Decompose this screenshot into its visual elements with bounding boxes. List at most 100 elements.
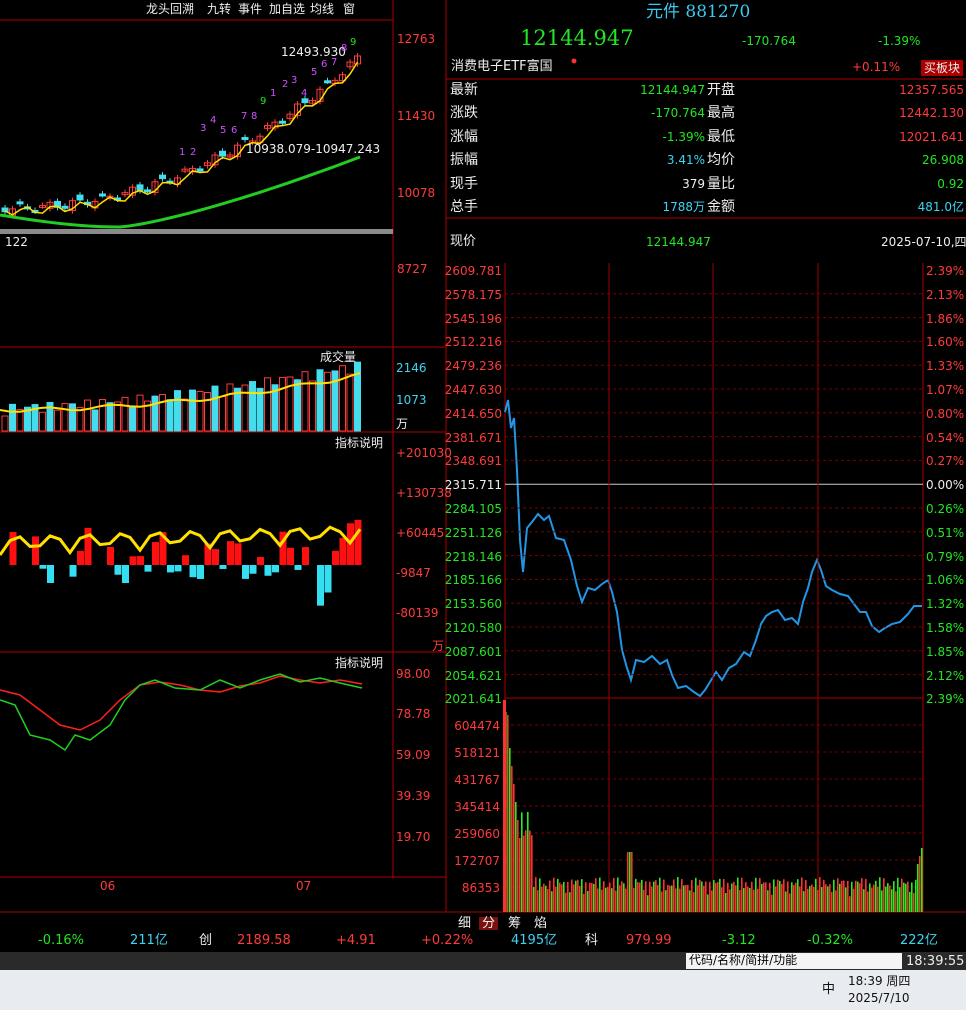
- nine-turn-count: 7: [331, 57, 338, 68]
- toolbar-button[interactable]: 窗: [343, 2, 356, 16]
- candle: [324, 80, 331, 84]
- stat-label: 量比: [707, 176, 735, 192]
- intraday-volume-bar: [775, 886, 777, 912]
- intraday-volume-bar: [593, 883, 595, 912]
- ticker-item: 创: [199, 933, 213, 948]
- intraday-volume-bar: [531, 835, 533, 912]
- panel-title[interactable]: 指标说明: [335, 436, 384, 450]
- volume-bar: [69, 403, 76, 432]
- toolbar-button[interactable]: 加自选: [269, 2, 306, 16]
- intraday-volume-bar: [717, 881, 719, 912]
- ticker-item: 4195亿: [511, 933, 558, 948]
- stat-label: 开盘: [707, 82, 735, 98]
- indicator-bar: [77, 550, 84, 565]
- intraday-pct-label: 0.51%: [926, 525, 965, 540]
- buy-sector-button[interactable]: 买板块: [921, 60, 964, 76]
- intraday-volume-bar: [723, 878, 725, 912]
- tab[interactable]: 筹: [508, 916, 522, 931]
- volume-axis-label: 1073: [396, 393, 427, 407]
- search-box[interactable]: 代码/名称/简拼/功能: [686, 953, 902, 969]
- intraday-volume-bar: [745, 882, 747, 912]
- intraday-volume-bar: [721, 887, 723, 912]
- indicator-bar: [234, 543, 242, 565]
- stat-label: 均价: [707, 152, 735, 168]
- indicator-bar: [272, 565, 279, 573]
- indicator-bar: [332, 550, 339, 565]
- intraday-price-label: 2185.166: [444, 573, 502, 588]
- intraday-volume-bar: [529, 830, 531, 912]
- intraday-volume-bar: [797, 879, 799, 912]
- intraday-volume-bar: [885, 886, 887, 912]
- intraday-volume-bar: [509, 748, 511, 912]
- volume-bar: [204, 392, 211, 432]
- stat-label: 涨跌: [450, 105, 478, 121]
- intraday-volume-bar: [683, 885, 685, 912]
- tab[interactable]: 细: [458, 916, 472, 931]
- volume-bar: [189, 389, 196, 432]
- ticker-item: -0.32%: [807, 933, 853, 948]
- intraday-volume-bar: [549, 880, 551, 912]
- intraday-volume-bar: [647, 895, 649, 912]
- panel-title[interactable]: 指标说明: [335, 656, 384, 670]
- intraday-volume-bar: [907, 881, 909, 912]
- indicator-bar: [339, 537, 347, 565]
- intraday-volume-bar: [545, 885, 547, 912]
- intraday-volume-bar: [849, 896, 851, 912]
- toolbar-button[interactable]: 龙头回溯: [146, 2, 195, 16]
- intraday-volume-bar: [673, 879, 675, 912]
- intraday-volume-bar: [541, 886, 543, 912]
- intraday-volume-bar: [901, 878, 903, 912]
- intraday-price-label: 2120.580: [444, 621, 502, 635]
- intraday-volume-bar: [525, 830, 527, 912]
- intraday-volume-bar: [811, 884, 813, 912]
- intraday-volume-bar: [513, 784, 515, 912]
- stat-label: 最低: [707, 129, 735, 145]
- intraday-volume-bar: [701, 881, 703, 912]
- stat-value: 12357.565: [899, 83, 964, 97]
- intraday-volume-bar: [823, 879, 825, 912]
- volume-ma: [0, 372, 361, 413]
- stat-value: 12021.641: [899, 130, 964, 144]
- intraday-volume-bar: [859, 883, 861, 912]
- toolbar-button[interactable]: 事件: [238, 2, 263, 16]
- nine-turn-count: 1: [179, 147, 186, 158]
- toolbar-button[interactable]: 均线: [310, 2, 335, 16]
- ime-indicator[interactable]: 中: [822, 982, 836, 997]
- intraday-volume-bar: [827, 886, 829, 912]
- intraday-volume-bar: [821, 886, 823, 912]
- panel-title[interactable]: 成交量: [320, 350, 357, 364]
- intraday-volume-bar: [511, 766, 513, 912]
- taskbar-time[interactable]: 18:39 周四: [848, 974, 911, 988]
- intraday-volume-bar: [503, 700, 506, 912]
- intraday-volume-label: 172707: [454, 854, 500, 868]
- candle: [256, 135, 264, 143]
- intraday-volume-bar: [603, 881, 605, 912]
- intraday-volume-bar: [809, 886, 811, 912]
- indicator-axis-label: -9847: [396, 566, 431, 580]
- indicator-bar: [294, 565, 302, 570]
- indicator-bar: [69, 565, 77, 577]
- intraday-volume-bar: [865, 878, 867, 912]
- candle: [99, 193, 106, 197]
- tab[interactable]: 分: [479, 917, 499, 930]
- candle: [76, 194, 84, 201]
- intraday-volume-bar: [753, 889, 755, 912]
- intraday-volume-bar: [589, 882, 591, 912]
- intraday-volume-bar: [909, 891, 911, 912]
- intraday-price-label: 2414.650: [444, 406, 502, 421]
- intraday-volume-bar: [863, 889, 865, 912]
- indicator-axis-label: 98.00: [396, 667, 431, 681]
- toolbar-button[interactable]: 九转: [207, 2, 232, 16]
- intraday-volume-label: 431767: [454, 773, 500, 787]
- tab[interactable]: 焰: [534, 916, 548, 931]
- intraday-volume-bar: [855, 880, 857, 912]
- taskbar-date[interactable]: 2025/7/10: [848, 991, 910, 1005]
- candle: [346, 61, 354, 68]
- volume-bar: [211, 385, 219, 432]
- intraday-volume-bar: [585, 882, 587, 912]
- candle: [339, 74, 346, 82]
- intraday-volume-bar: [867, 891, 869, 912]
- intraday-volume-bar: [517, 820, 519, 912]
- intraday-price-label: 2447.630: [444, 383, 502, 397]
- intraday-volume-bar: [761, 883, 763, 912]
